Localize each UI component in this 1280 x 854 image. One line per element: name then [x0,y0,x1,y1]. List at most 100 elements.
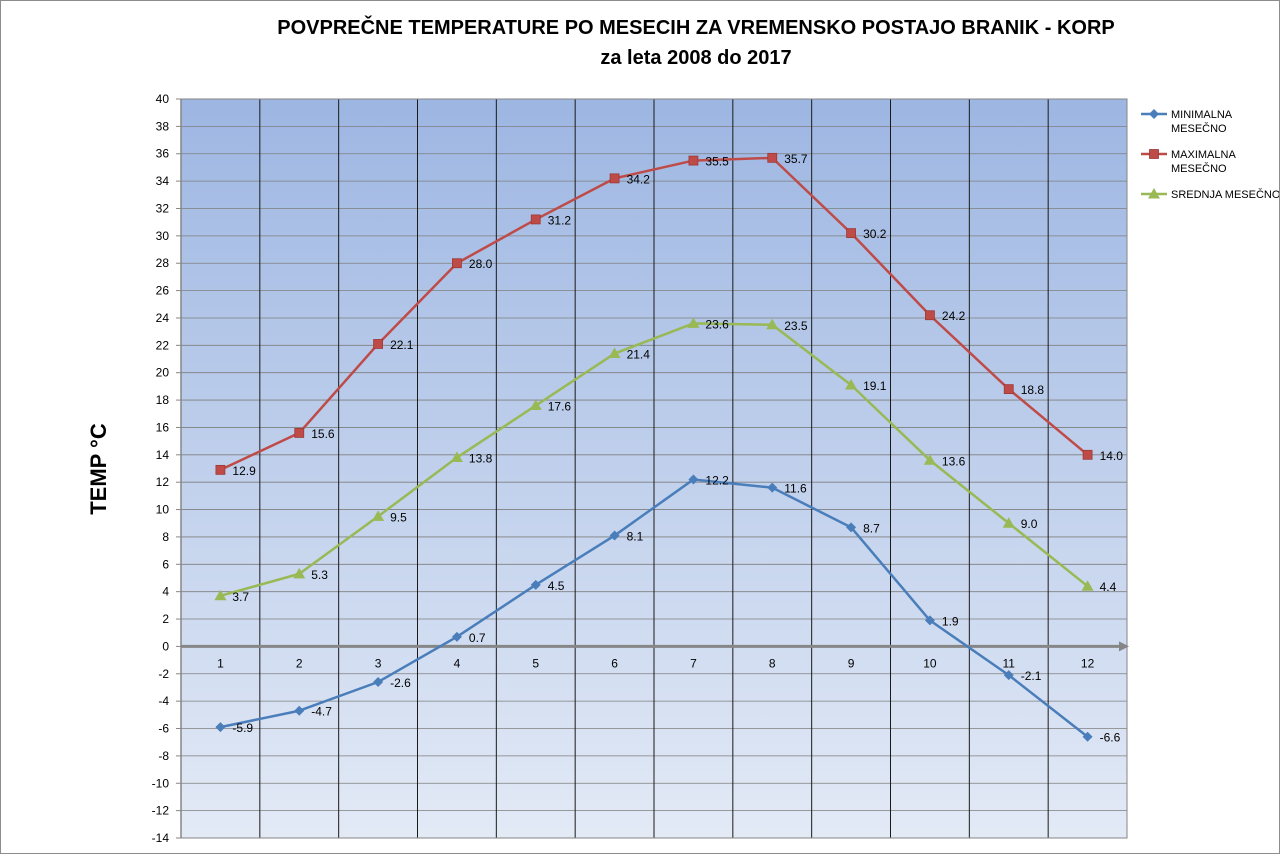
data-label: 8.1 [627,530,644,544]
data-point [214,589,227,601]
data-point [373,339,383,349]
data-label: 8.7 [863,521,880,535]
y-tick-label: 24 [156,311,170,325]
data-point [530,214,541,225]
data-point [846,228,856,239]
data-label: 35.7 [784,152,808,166]
data-label: 24.2 [942,309,966,323]
y-tick-label: -6 [158,722,169,736]
series-line [220,478,1089,738]
y-tick-label: 20 [156,366,170,380]
data-label: -5.9 [232,721,253,735]
data-point [688,474,699,485]
data-label: 31.2 [548,213,572,227]
data-label: 11.6 [784,482,807,496]
legend-label: MESEČNO [1171,122,1227,135]
y-tick-label: 16 [156,420,170,434]
data-point [451,631,462,642]
y-tick-label: -4 [158,694,169,708]
data-point [1002,517,1015,528]
data-point [1003,384,1014,395]
chart-subtitle: za leta 2008 do 2017 [600,47,791,69]
gridlines [181,98,1128,839]
data-label: 19.1 [863,379,887,393]
data-point [215,464,226,475]
data-point [529,399,542,411]
y-tick-label: 36 [156,147,170,161]
y-tick-label: 2 [162,612,169,626]
data-label: 5.3 [311,568,328,582]
data-point [372,510,385,521]
data-label: 21.4 [627,348,651,362]
data-label: -2.1 [1021,669,1042,683]
data-label: 3.7 [232,590,249,604]
data-point [215,722,226,733]
data-label: 30.2 [863,227,887,241]
legend-entry-3: SREDNJA MESEČNO [1141,188,1279,201]
series-line [220,322,1089,597]
x-tick-label: 5 [532,656,539,670]
data-label: 35.5 [705,155,729,169]
data-label: 18.8 [1021,383,1045,397]
data-labels: -5.9 -4.7 -2.6 0.7 4.5 8.1 12.2 11.6 8.7 1.9 -2.1 -… [232,152,1123,745]
y-tick-label: 6 [162,557,169,571]
x-axis-arrow [1119,641,1129,652]
data-point [373,676,384,687]
data-label: 13.8 [469,452,493,466]
data-label: 4.5 [548,579,565,593]
x-tick-label: 6 [611,656,618,670]
x-tick-label: 8 [769,656,776,670]
legend-label: SREDNJA MESEČNO [1171,188,1279,201]
data-point [294,428,305,438]
data-label: 28.0 [469,257,493,271]
data-label: 15.6 [311,427,335,441]
legend-label: MAXIMALNA [1171,149,1236,161]
data-label: 22.1 [390,338,414,352]
data-label: 12.2 [705,473,729,487]
data-label: -6.6 [1100,731,1121,745]
y-tick-label: -14 [152,831,170,845]
data-point [294,705,305,716]
data-label: 4.4 [1100,580,1117,594]
series-1 [215,474,1093,742]
y-tick-label: 30 [156,229,170,243]
data-point [1149,149,1159,159]
y-tick-label: 18 [156,393,170,407]
data-label: 0.7 [469,631,486,645]
data-label: 9.0 [1021,517,1038,531]
y-tick-label: -2 [158,667,169,681]
data-label: 23.5 [784,319,808,333]
series-line [219,156,1089,472]
y-tick-label: 28 [156,256,170,270]
data-point [845,379,858,390]
y-tick-label: 40 [156,92,170,106]
series-group [214,152,1094,742]
y-tick-label: 38 [156,119,170,133]
y-tick-label: 10 [156,503,170,517]
y-tick-label: 8 [162,530,169,544]
y-tick-label: 14 [156,448,170,462]
y-tick-label: -12 [152,804,170,818]
y-tick-label: 34 [156,174,170,188]
data-point [688,155,699,166]
data-point [925,310,935,321]
data-point [1082,731,1093,742]
data-label: 23.6 [705,317,729,331]
legend: MINIMALNAMESEČNOMAXIMALNAMESEČNOSREDNJA … [1129,96,1279,211]
data-point [923,454,936,465]
y-tick-label: 26 [156,284,170,298]
data-point [452,258,462,269]
legend-label: MINIMALNA [1171,109,1233,121]
data-point [1081,580,1094,591]
data-point [767,482,778,493]
data-label: -2.6 [390,676,411,690]
y-axis-label: TEMP °C [86,423,111,515]
data-point [530,579,541,590]
y-tick-label: 32 [156,201,170,215]
data-point [450,451,463,463]
data-point [1082,449,1093,460]
y-tick-label: -10 [152,776,170,790]
data-point [609,173,620,184]
